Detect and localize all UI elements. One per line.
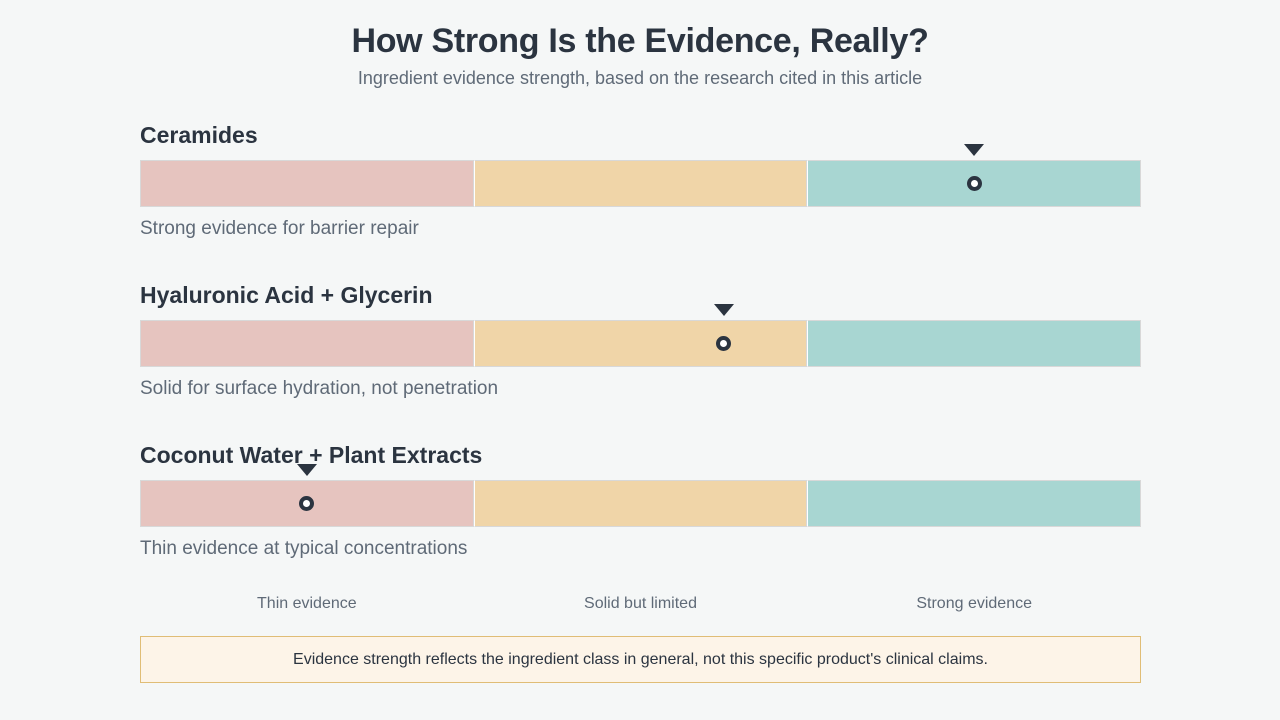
ingredient-name: Coconut Water + Plant Extracts [140, 442, 483, 468]
evidence-note: Thin evidence at typical concentrations [140, 538, 468, 559]
evidence-scale-track [140, 320, 1142, 367]
evidence-row: Coconut Water + Plant Extracts Thin evide… [140, 442, 1142, 602]
pointer-triangle-icon [964, 144, 985, 156]
ingredient-name: Hyaluronic Acid + Glycerin [140, 282, 433, 308]
evidence-note: Strong evidence for barrier repair [140, 218, 419, 239]
evidence-marker [966, 176, 982, 191]
segment-strong [807, 480, 1142, 527]
segment-solid [473, 160, 808, 207]
segment-solid [473, 320, 808, 367]
legend-thin: Thin evidence [257, 595, 357, 612]
chart-title: How Strong Is the Evidence, Really? [351, 22, 929, 60]
segment-thin [140, 160, 474, 207]
segment-strong [807, 320, 1142, 367]
evidence-scale-track [140, 160, 1142, 207]
footnote: Evidence strength reflects the ingredien… [140, 636, 1141, 683]
evidence-row: Ceramides Strong evidence for barrier rep… [140, 122, 1142, 282]
ingredient-name: Ceramides [140, 122, 258, 148]
footnote-text: Evidence strength reflects the ingredien… [293, 650, 988, 668]
evidence-marker [299, 496, 315, 511]
pointer-triangle-icon [713, 304, 734, 316]
legend-solid: Solid but limited [584, 595, 697, 612]
legend-strong: Strong evidence [916, 595, 1032, 612]
evidence-row: Hyaluronic Acid + Glycerin Solid for surf… [140, 282, 1142, 442]
chart-subtitle: Ingredient evidence strength, based on t… [357, 68, 923, 88]
evidence-note: Solid for surface hydration, not penetra… [140, 378, 499, 399]
segment-solid [473, 480, 808, 527]
scale-legend: Thin evidence Solid but limited Strong e… [140, 595, 1141, 613]
evidence-scale-track [140, 480, 1142, 527]
segment-thin [140, 320, 474, 367]
pointer-triangle-icon [296, 464, 317, 476]
evidence-marker [716, 336, 732, 351]
